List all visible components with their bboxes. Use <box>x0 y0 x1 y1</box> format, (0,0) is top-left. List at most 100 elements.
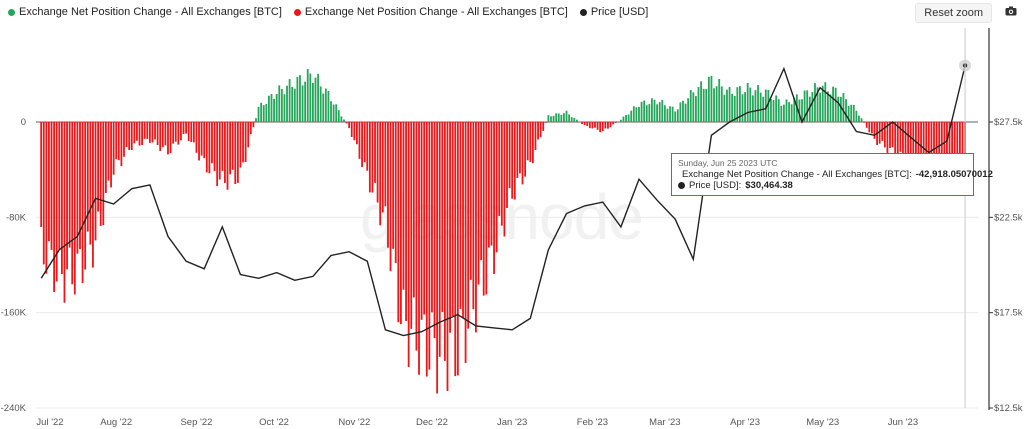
x-tick-label: May '23 <box>806 417 839 428</box>
bar <box>177 122 180 145</box>
bar <box>619 119 622 122</box>
bar <box>912 122 915 164</box>
bar <box>777 99 780 122</box>
bar <box>418 122 420 375</box>
bar <box>182 122 185 134</box>
bar <box>324 88 327 122</box>
bar <box>679 102 682 122</box>
bar <box>255 118 257 122</box>
bar <box>397 122 400 323</box>
bar <box>700 81 702 122</box>
legend-item-price[interactable]: Price [USD] <box>579 6 648 18</box>
x-tick-label: Mar '23 <box>649 417 680 428</box>
bar <box>658 102 661 122</box>
bar <box>625 114 627 122</box>
bar <box>355 122 358 145</box>
bar <box>242 122 244 163</box>
bar <box>190 122 193 143</box>
bar <box>174 122 177 142</box>
bar <box>55 122 58 282</box>
bar <box>172 122 175 144</box>
bar <box>415 122 418 351</box>
bar <box>350 122 353 137</box>
bar <box>741 94 744 122</box>
bar <box>213 122 216 172</box>
bar <box>757 85 759 122</box>
bar <box>697 87 700 122</box>
bar <box>676 109 679 122</box>
bar <box>591 122 594 129</box>
reset-zoom-button[interactable]: Reset zoom <box>915 3 992 23</box>
bar <box>73 122 76 295</box>
bar <box>834 87 837 122</box>
bar <box>565 110 568 122</box>
bar <box>423 122 426 315</box>
bar <box>788 102 790 122</box>
bar <box>519 122 521 174</box>
bar <box>84 122 87 270</box>
tooltip-value-price: $30,464.38 <box>745 180 793 191</box>
bar <box>485 122 488 295</box>
bar <box>164 122 167 146</box>
bar <box>89 122 92 245</box>
bar <box>933 122 935 166</box>
bar <box>236 122 239 183</box>
y-right-tick-label: $12.5k <box>994 403 1023 414</box>
bar <box>410 122 413 329</box>
bar <box>883 122 886 148</box>
bar <box>402 122 405 290</box>
bar <box>640 101 643 122</box>
legend-label-positive: Exchange Net Position Change - All Excha… <box>19 6 282 18</box>
bar <box>187 122 190 142</box>
bar <box>669 106 671 122</box>
bar <box>438 122 441 357</box>
bar <box>151 122 154 143</box>
bar <box>744 92 746 122</box>
bar <box>306 69 309 122</box>
bar <box>425 122 428 377</box>
bar <box>917 122 920 160</box>
bar <box>322 93 325 122</box>
bar <box>958 122 961 165</box>
bar <box>495 122 498 253</box>
bar <box>961 122 964 179</box>
bar <box>205 122 208 173</box>
bar <box>374 122 376 183</box>
bar <box>772 100 775 122</box>
bar <box>229 122 231 175</box>
axes: 0 -80K -160K -240K $27.5k $22.5k $17.5k $12.5k J… <box>1 28 1023 428</box>
bar <box>811 92 814 122</box>
bar <box>635 107 638 122</box>
legend-item-negative[interactable]: Exchange Net Position Change - All Excha… <box>293 6 568 18</box>
bar <box>692 92 695 122</box>
bar <box>348 122 351 129</box>
bar <box>739 86 741 122</box>
bar <box>651 98 653 122</box>
bar <box>596 122 599 130</box>
bar <box>368 122 371 193</box>
camera-icon[interactable] <box>1004 4 1018 18</box>
bar <box>490 122 493 246</box>
y-left-tick-label: -160K <box>1 308 27 319</box>
bar <box>431 122 433 313</box>
bar <box>79 122 81 250</box>
legend-item-positive[interactable]: Exchange Net Position Change - All Excha… <box>8 6 282 18</box>
legend-dot-price <box>579 8 587 16</box>
bar <box>909 122 912 157</box>
bar <box>102 122 105 226</box>
bar <box>922 122 925 163</box>
bar <box>407 122 410 368</box>
bar <box>847 105 850 122</box>
bar <box>573 117 576 122</box>
bar <box>881 122 884 141</box>
bar <box>436 122 439 394</box>
bar <box>783 104 785 122</box>
bar <box>806 90 809 122</box>
bar <box>907 122 910 164</box>
x-tick-label: Nov '22 <box>338 417 370 428</box>
bar <box>387 122 389 248</box>
bar <box>736 87 739 122</box>
bar <box>560 114 563 122</box>
x-tick-label: Oct '22 <box>259 417 289 428</box>
